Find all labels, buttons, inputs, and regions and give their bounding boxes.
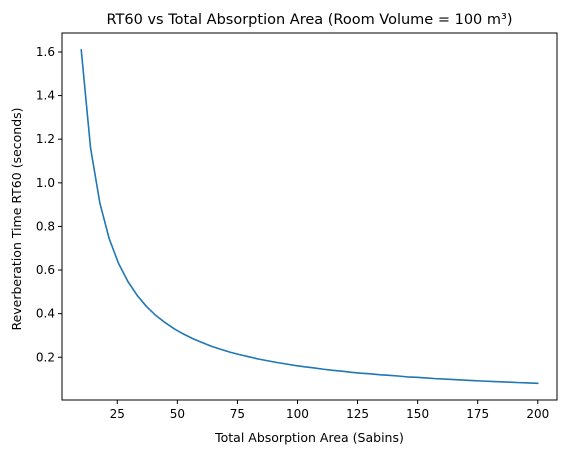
x-tick-label: 150	[406, 407, 429, 421]
x-tick-label: 75	[230, 407, 245, 421]
x-tick-label: 50	[170, 407, 185, 421]
y-tick-label: 1.0	[36, 176, 55, 190]
y-tick-label: 0.2	[36, 350, 55, 364]
y-tick-label: 1.6	[36, 45, 55, 59]
x-tick-label: 25	[110, 407, 125, 421]
x-tick-label: 125	[346, 407, 369, 421]
plot-frame	[61, 32, 558, 401]
y-tick-label: 1.4	[36, 89, 55, 103]
y-axis-label: Reverberation Time RT60 (seconds)	[9, 107, 24, 330]
x-tick-label: 175	[466, 407, 489, 421]
y-tick-label: 0.8	[36, 219, 55, 233]
x-tick-label: 100	[286, 407, 309, 421]
x-axis-label: Total Absorption Area (Sabins)	[214, 430, 404, 445]
chart-title: RT60 vs Total Absorption Area (Room Volu…	[107, 12, 513, 28]
series-line-0	[80, 48, 539, 385]
y-tick-label: 0.6	[36, 263, 55, 277]
y-tick-label: 1.2	[36, 132, 55, 146]
x-tick-label: 200	[526, 407, 549, 421]
plot-area: 25 50 75 100 125 150 175 200 0.2 0.4 0.6 0.8 1.0 1.2 1…	[36, 32, 558, 421]
y-tick-label: 0.4	[36, 307, 55, 321]
